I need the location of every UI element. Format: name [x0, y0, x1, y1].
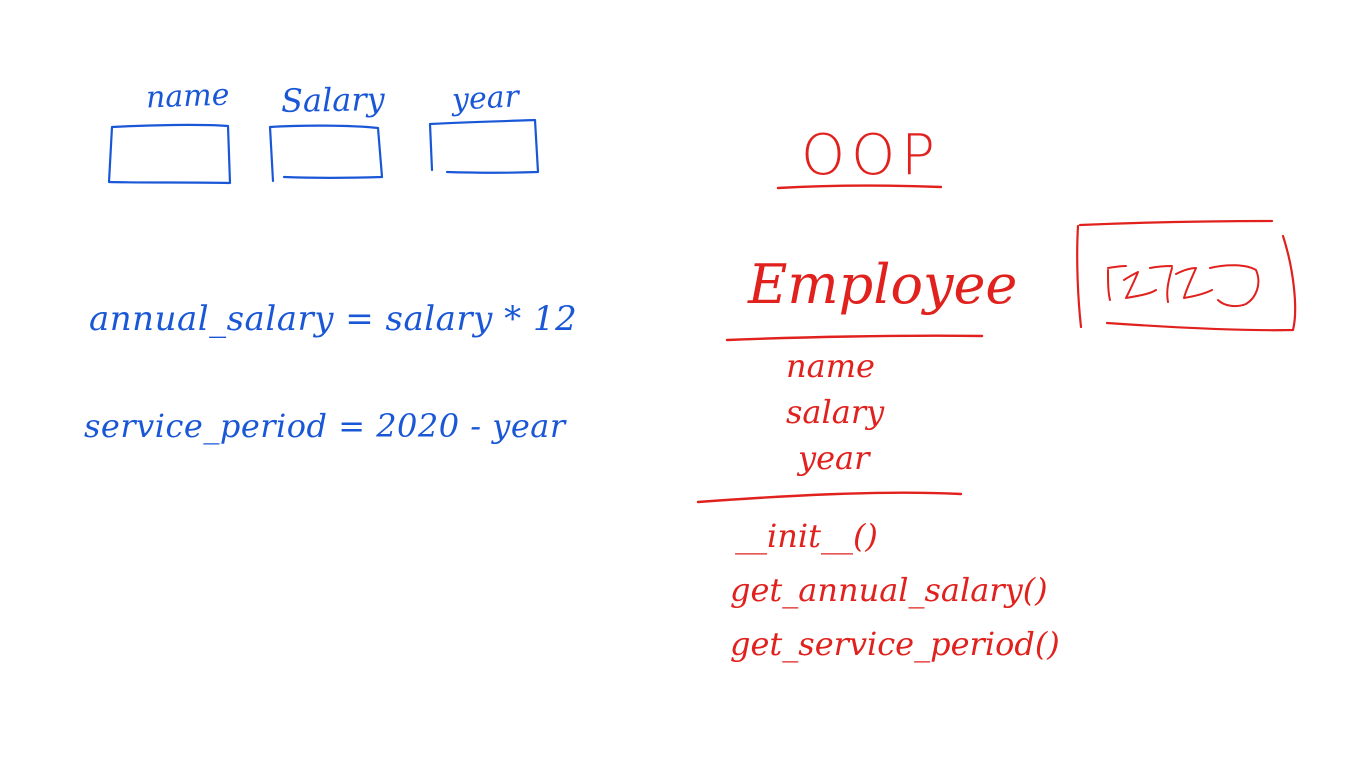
class-name-separator [725, 334, 984, 342]
salary-input-box [268, 124, 384, 183]
class-method: get_service_period() [730, 625, 1060, 663]
name-input-box [107, 123, 232, 185]
class-method: __init__() [735, 517, 878, 555]
class-attribute: name [786, 347, 875, 385]
object-box-scribble [1107, 264, 1260, 308]
class-method: get_annual_salary() [730, 571, 1048, 609]
year-input-box [428, 118, 540, 174]
class-attribute: year [798, 439, 870, 477]
service-period-formula: service_period = 2020 - year [84, 407, 566, 445]
salary-field-label: Salary [280, 80, 386, 120]
attributes-separator [696, 491, 963, 504]
object-box [1076, 219, 1297, 332]
oop-underline [776, 184, 943, 190]
class-attribute: salary [786, 393, 885, 431]
annual-salary-formula: annual_salary = salary * 12 [89, 299, 578, 339]
name-field-label: name [145, 77, 230, 116]
oop-title: OOP [801, 123, 941, 188]
year-field-label: year [451, 79, 520, 118]
class-name: Employee [748, 253, 1018, 316]
